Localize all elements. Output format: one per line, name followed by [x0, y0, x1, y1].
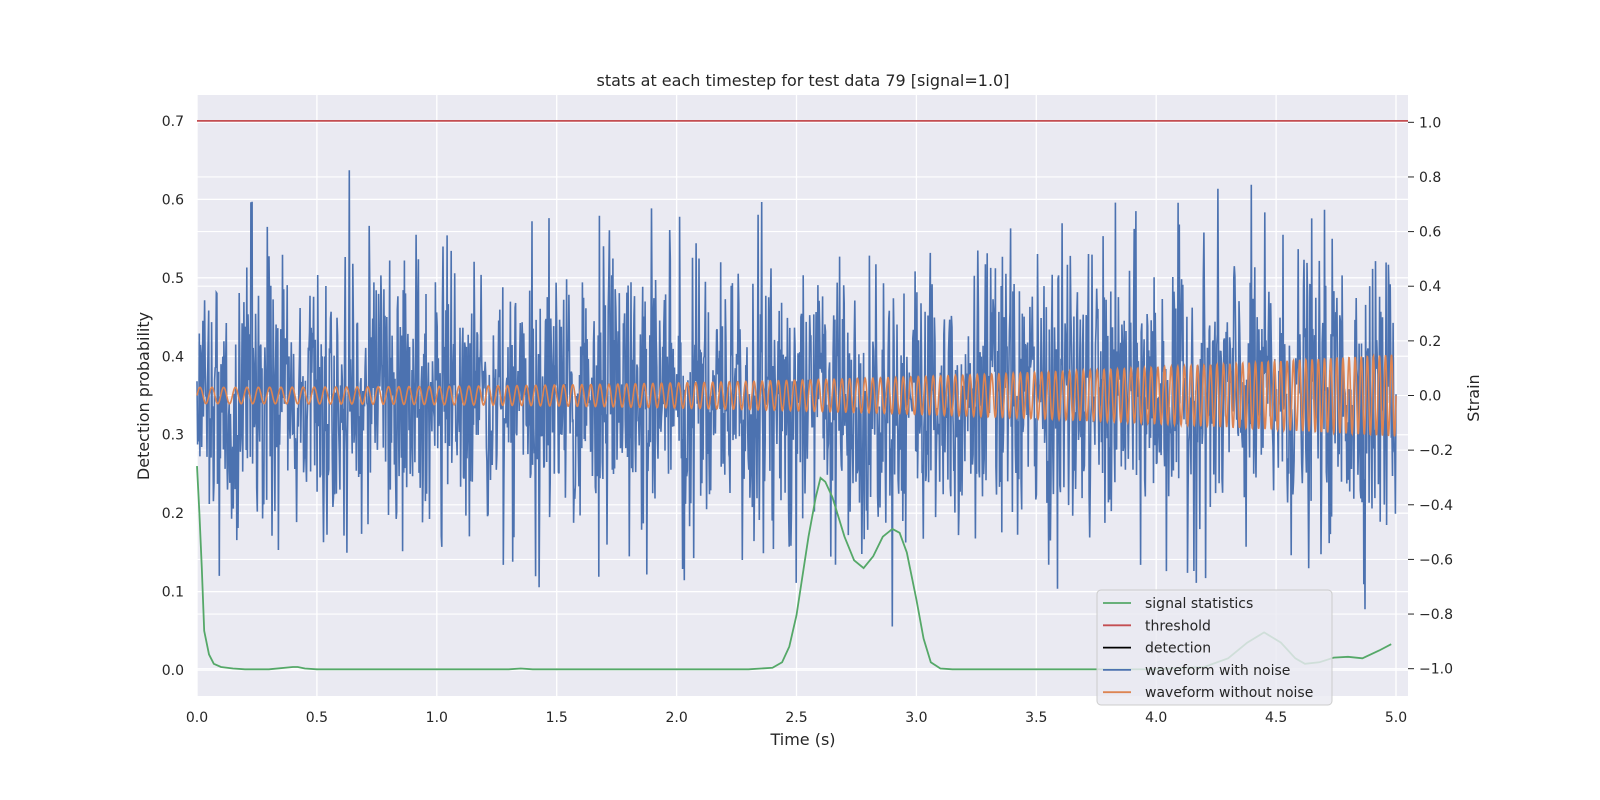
y2-axis-label: Strain — [1464, 374, 1483, 421]
y-tick-label: 0.5 — [162, 271, 184, 287]
x-tick-label: 5.0 — [1385, 710, 1407, 726]
y-axis-label: Detection probability — [134, 312, 153, 480]
y-tick-label: 0.6 — [162, 192, 184, 208]
legend-label: detection — [1145, 641, 1211, 657]
series-waveform-with-noise — [196, 170, 1397, 627]
y-tick-label: 0.3 — [162, 428, 184, 444]
legend-label: signal statistics — [1145, 596, 1253, 612]
x-tick-label: 3.0 — [905, 710, 927, 726]
y-tick-label: 0.4 — [162, 349, 184, 365]
y2-tick-label: −0.8 — [1419, 607, 1453, 623]
chart-title: stats at each timestep for test data 79 … — [597, 71, 1010, 90]
x-tick-label: 0.5 — [306, 710, 328, 726]
y2-tick-label: 0.6 — [1419, 225, 1441, 241]
legend-label: waveform without noise — [1145, 685, 1313, 701]
legend-box — [1096, 589, 1333, 706]
x-tick-label: 0.0 — [186, 710, 208, 726]
x-tick-label: 1.0 — [426, 710, 448, 726]
y-axis-ticks: 0.0 0.1 0.2 0.3 0.4 0.5 0.6 0.7 — [162, 114, 184, 679]
y-tick-label: 0.0 — [162, 663, 184, 679]
y-tick-label: 0.1 — [162, 585, 184, 601]
y2-axis-ticks: −1.0 −0.8 −0.6 −0.4 −0.2 0.0 0.2 0.4 0.6 0.8 1.0 — [1408, 115, 1453, 678]
y2-tick-label: −0.4 — [1419, 498, 1453, 514]
x-axis-ticks: 0.0 0.5 1.0 1.5 2.0 2.5 3.0 3.5 4.0 4.5 5.0 — [186, 710, 1407, 726]
y2-tick-label: 0.8 — [1419, 170, 1441, 186]
x-tick-label: 1.5 — [546, 710, 568, 726]
legend-label: threshold — [1145, 618, 1211, 634]
y2-tick-label: 1.0 — [1419, 115, 1441, 131]
x-tick-label: 2.0 — [665, 710, 687, 726]
y2-tick-label: −0.2 — [1419, 443, 1453, 459]
y2-tick-label: 0.4 — [1419, 279, 1441, 295]
y2-tick-label: −1.0 — [1419, 662, 1453, 678]
legend: signal statistics threshold detection wavef… — [1096, 589, 1333, 706]
x-tick-label: 4.0 — [1145, 710, 1167, 726]
y2-tick-label: −0.6 — [1419, 552, 1453, 568]
x-tick-label: 2.5 — [785, 710, 807, 726]
x-tick-label: 3.5 — [1025, 710, 1047, 726]
y2-tick-label: 0.2 — [1419, 334, 1441, 350]
y2-tick-label: 0.0 — [1419, 389, 1441, 405]
series-waveform-without-noise — [196, 353, 1397, 437]
y-tick-label: 0.7 — [162, 114, 184, 130]
legend-label: waveform with noise — [1145, 663, 1290, 679]
y-tick-label: 0.2 — [162, 506, 184, 522]
x-axis-label: Time (s) — [769, 730, 835, 749]
x-tick-label: 4.5 — [1265, 710, 1287, 726]
